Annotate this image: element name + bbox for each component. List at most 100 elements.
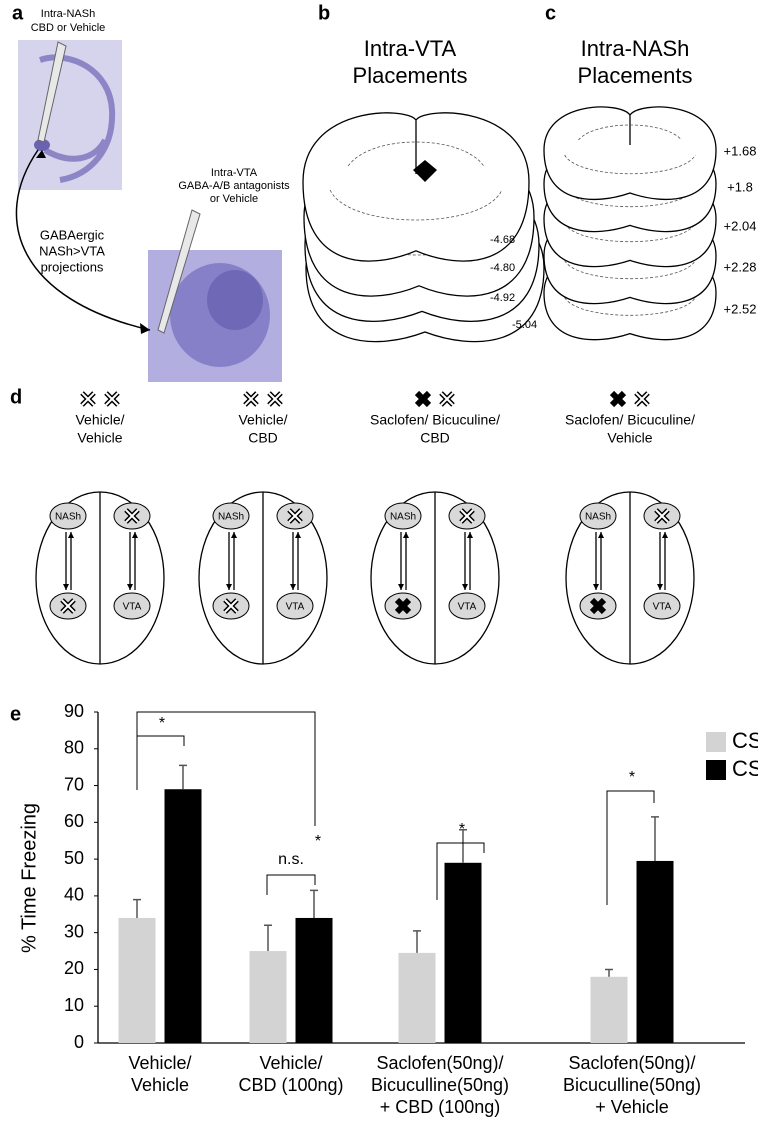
arrow-head [403, 532, 409, 538]
legend-swatch [706, 760, 726, 780]
bar [590, 976, 628, 1043]
bar [295, 917, 333, 1043]
region-node [643, 592, 681, 620]
x-symbol [394, 597, 412, 615]
error-bar [310, 889, 318, 918]
x-symbol-inner [105, 392, 119, 406]
brain-section [302, 112, 530, 262]
significance-bracket [606, 790, 655, 905]
x-symbol-inner [635, 392, 649, 406]
legend-label: CS- [732, 728, 758, 753]
injection-label: CBD or Vehicle [31, 22, 106, 34]
x-symbol-inner [224, 599, 238, 613]
group-title: CBD [420, 430, 450, 446]
panel-label: a [12, 2, 24, 24]
significance-bracket [136, 711, 316, 826]
pipette [37, 41, 67, 143]
arrow-head [398, 584, 404, 590]
x-symbol-inner [440, 392, 454, 406]
arrow-head [657, 584, 663, 590]
panel-label: c [545, 2, 556, 24]
x-tick-label: Saclofen(50ng)/ Bicuculline(50ng) + Vehi… [562, 1053, 702, 1117]
significance-label: * [459, 821, 465, 838]
arrow-head [132, 532, 138, 538]
y-tick-label: 0 [74, 1032, 84, 1052]
bar [164, 789, 202, 1043]
node-label: VTA [458, 602, 477, 613]
error-bar [413, 930, 421, 953]
group-title: Saclofen/ Bicuculine/ [565, 412, 695, 428]
x-symbol-inner [655, 509, 669, 523]
placement-mark [413, 160, 437, 182]
x-symbol-inner [288, 509, 302, 523]
node-label: VTA [653, 602, 672, 613]
arrow [15, 149, 151, 331]
x-tick-label: Saclofen(50ng)/ Bicuculline(50ng) + CBD … [370, 1053, 510, 1117]
legend-swatch [706, 732, 726, 752]
node-label: VTA [123, 602, 142, 613]
significance-bracket [436, 842, 485, 900]
error-bar [133, 898, 141, 918]
bar [249, 951, 287, 1043]
level-label: -5.04 [512, 319, 537, 331]
error-bar [264, 924, 272, 952]
x-symbol [589, 597, 607, 615]
arrow-head [226, 584, 232, 590]
level-label: +1.8 [727, 179, 753, 194]
node-label: NASh [218, 512, 244, 523]
arrow-head [140, 323, 150, 334]
panel-label: b [318, 2, 330, 24]
x-symbol-inner [244, 392, 258, 406]
injection-label: GABA-A/B antagonists [178, 180, 290, 192]
level-label: -4.80 [490, 262, 515, 274]
pathway-label: NASh>VTA [39, 243, 105, 258]
brain-section [543, 106, 717, 201]
significance-label: * [159, 715, 165, 732]
arrow-head [593, 584, 599, 590]
panel-title: Intra-NASh [581, 36, 690, 61]
slide-tissue [34, 139, 50, 151]
group-title: CBD [248, 430, 278, 446]
pathway-label: projections [41, 259, 104, 274]
panel-title: Placements [578, 63, 693, 88]
y-tick-label: 30 [64, 921, 84, 941]
y-axis-label: % Time Freezing [18, 803, 40, 953]
level-label: -4.92 [490, 292, 515, 304]
level-label: +2.28 [724, 259, 757, 274]
error-bar [179, 764, 187, 790]
group-title: Vehicle [607, 430, 652, 446]
node-label: NASh [585, 512, 611, 523]
injection-label: Intra-VTA [211, 167, 258, 179]
region-node [113, 592, 151, 620]
x-symbol-inner [125, 509, 139, 523]
panel-title: Placements [353, 63, 468, 88]
panel-label: e [10, 703, 21, 725]
y-tick-label: 40 [64, 885, 84, 905]
arrow-head [127, 584, 133, 590]
level-label: +2.52 [724, 301, 757, 316]
arrow-head [295, 532, 301, 538]
significance-label: * [315, 833, 321, 850]
x-symbol-inner [61, 599, 75, 613]
significance-bracket [266, 874, 316, 895]
injection-label: or Vehicle [210, 193, 258, 205]
pathway-label: GABAergic [40, 227, 105, 242]
region-node [276, 592, 314, 620]
bar [444, 862, 482, 1043]
arrow-head [662, 532, 668, 538]
region-node [384, 502, 422, 530]
error-bar [459, 828, 467, 863]
x-symbol-inner [460, 509, 474, 523]
arrow-head [467, 532, 473, 538]
region-node [579, 502, 617, 530]
x-tick-label: Vehicle/ CBD (100ng) [238, 1053, 344, 1095]
region-node [212, 502, 250, 530]
x-symbol [609, 390, 627, 408]
group-title: Vehicle [77, 430, 122, 446]
brain-section-detail [564, 124, 696, 175]
node-label: NASh [55, 512, 81, 523]
slide-tissue [207, 270, 263, 330]
legend-label: CS+ [732, 756, 758, 781]
group-title: Vehicle/ [75, 412, 124, 428]
